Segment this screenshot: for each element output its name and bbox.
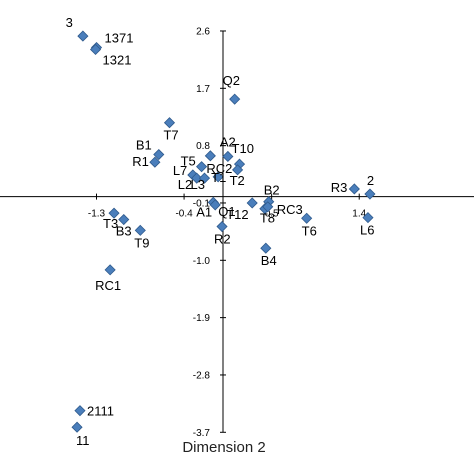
data-point-t2 [232,164,244,176]
point-label-r1: R1 [132,154,149,169]
point-label-b3: B3 [116,224,132,239]
y-tick-label: 2.6 [196,26,210,37]
point-label-11: 11 [76,433,90,448]
point-label-q1: Q1 [218,204,235,219]
x-tick-label: -0.4 [175,209,193,220]
x-tick-label: 0.5 [265,209,279,220]
point-label-l7: L7 [173,163,187,178]
point-label-l6: L6 [360,223,374,238]
data-point-b4 [260,242,272,254]
data-point-r2 [216,220,228,233]
x-tick-label: 1.4 [352,209,366,220]
y-tick-label: 0.8 [196,141,210,152]
point-label-t1: T1 [211,170,226,185]
data-point-11 [71,421,83,433]
data-point-2 [364,188,376,200]
data-point-2111 [74,405,86,417]
y-tick-label: -1.9 [193,313,211,324]
axes-layer: -1.3 -0.4 0.5 1.4 2.6 1.7 0.8 -0.1 -1.0 -1.9 -2.8 -… [0,26,474,439]
data-point-t9 [134,224,146,236]
data-point-l6 [362,212,374,224]
point-label-t10: T10 [232,141,254,156]
point-label-3: 3 [66,15,73,30]
data-point-rc2 [204,150,216,162]
point-label-t12: T12 [226,207,248,222]
y-tick-label: 1.7 [196,84,210,95]
data-point-t7 [163,117,176,129]
data-point-t1 [212,171,224,183]
point-label-l3: L3 [191,177,205,192]
point-label-b2: B2 [264,183,280,198]
y-tick-label: -3.7 [193,428,211,439]
x-tick-label: -1.3 [88,209,106,220]
data-point-l3 [198,172,211,184]
point-label-1321: 1321 [103,52,132,67]
y-axis-title: Dimension 2 [182,439,265,456]
point-label-t3: T3 [103,216,118,231]
point-label-t6: T6 [302,223,317,238]
point-label-b1: B1 [136,138,152,153]
point-label-rc1: RC1 [95,278,121,293]
data-point-r3 [348,183,360,195]
data-point-3 [77,30,89,42]
point-label-t2: T2 [230,173,245,188]
point-label-a2: A2 [220,134,236,149]
point-label-2: 2 [367,173,374,188]
data-point-l2 [191,172,203,184]
point-label-1371: 1371 [105,31,134,46]
data-point-q2 [229,93,241,105]
point-label-rc2: RC2 [206,161,232,176]
data-point-1321 [89,43,102,56]
point-label-r2: R2 [214,232,231,247]
data-point-b1 [153,148,165,161]
y-tick-label: -0.1 [193,198,211,209]
point-label-t7: T7 [163,128,178,143]
data-point-q1 [209,199,221,211]
data-point-t5 [196,161,208,173]
data-point-r1 [149,156,161,168]
point-label-rc3: RC3 [277,202,303,217]
y-tick-label: -2.8 [193,370,211,381]
data-point-b3 [118,213,130,226]
point-label-r3: R3 [331,180,348,195]
point-label-t8: T8 [260,211,275,226]
point-label-q2: Q2 [223,73,240,88]
points-layer [71,30,376,433]
data-point-a2 [222,150,234,163]
point-label-b4: B4 [261,253,277,268]
data-point-t6 [301,212,313,224]
point-label-t5: T5 [181,154,196,169]
point-label-t9: T9 [134,235,149,250]
data-point-t3 [108,207,120,219]
data-point-t12 [246,197,258,209]
point-label-2111: 2111 [87,404,114,419]
data-point-rc1 [104,264,116,276]
point-label-a1: A1 [196,204,212,219]
y-tick-label: -1.0 [193,256,211,267]
point-label-l2: L2 [178,177,192,192]
data-point-rc3 [262,201,274,213]
